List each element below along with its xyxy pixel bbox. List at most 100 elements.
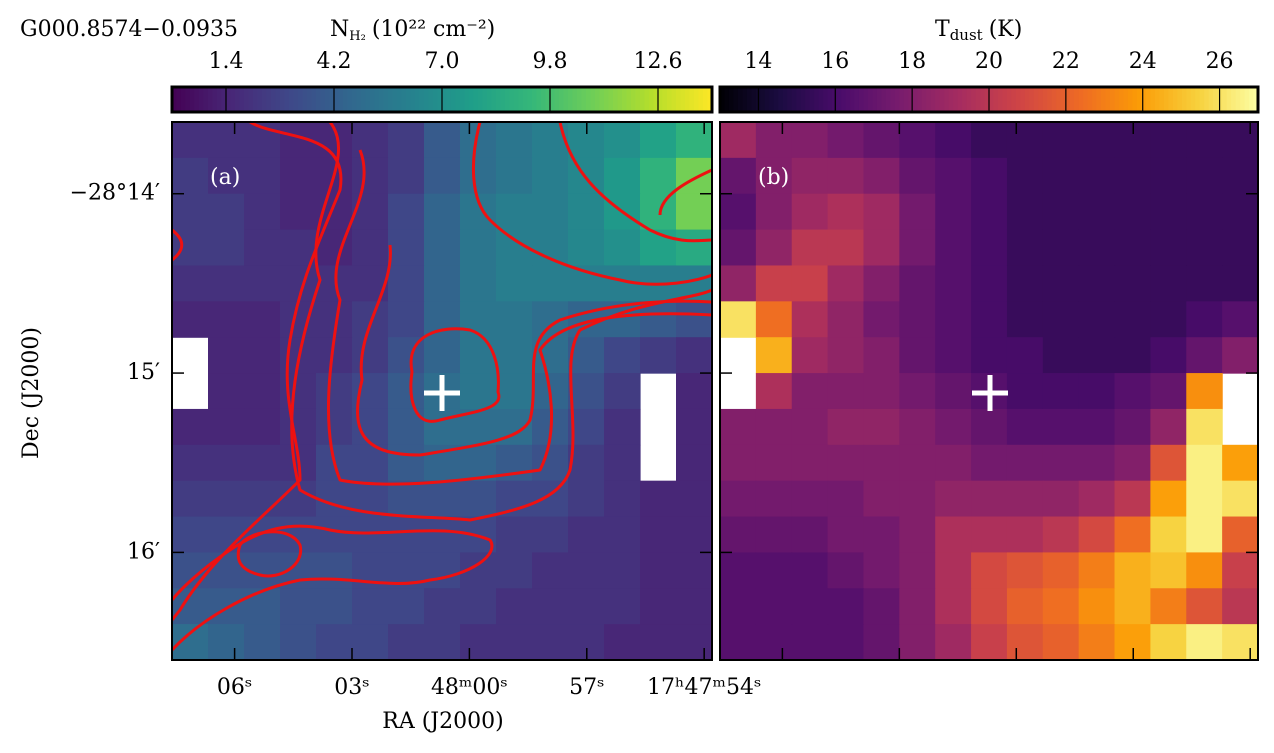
heatmap-cell [424, 552, 461, 589]
colorbar-segment [676, 87, 682, 112]
colorbar-segment [1249, 87, 1255, 112]
heatmap-cell [532, 480, 569, 518]
heatmap-cell [496, 301, 533, 338]
colorbar-tick-label: 20 [975, 49, 1003, 74]
colorbar-segment [1231, 87, 1237, 112]
heatmap-cell [496, 157, 533, 195]
heatmap-cell [791, 408, 829, 446]
heatmap-cell [1078, 588, 1116, 625]
heatmap-cell [460, 265, 497, 302]
colorbar-segment [221, 87, 227, 112]
colorbar-segment [1042, 87, 1048, 112]
colorbar-segment [1235, 87, 1241, 112]
colorbar-tick-label: 18 [898, 49, 926, 74]
colorbar-segment [1065, 87, 1071, 112]
label-sub: H₂ [349, 29, 366, 44]
y-tick-label: 15′ [127, 360, 160, 385]
colorbar-segment [1163, 87, 1169, 112]
heatmap-cell [208, 373, 245, 410]
heatmap-cell [720, 122, 757, 159]
heatmap-cell [568, 229, 605, 267]
heatmap-cell [388, 229, 425, 267]
colorbar-segment [230, 87, 236, 112]
heatmap-cell [1006, 265, 1044, 302]
heatmap-cell [1114, 444, 1151, 482]
heatmap-cell [1078, 122, 1116, 159]
colorbar-segment [751, 87, 757, 112]
heatmap-cell [604, 408, 641, 446]
colorbar-segment [791, 87, 797, 112]
heatmap-cell [791, 624, 829, 661]
heatmap-cell [899, 373, 936, 410]
heatmap-cell [352, 516, 389, 553]
colorbar-segment [890, 87, 896, 112]
heatmap-cell [352, 588, 389, 625]
heatmap-cell [755, 624, 793, 661]
heatmap-cell [316, 373, 353, 410]
heatmap-cell [1042, 408, 1080, 446]
heatmap-cell [1186, 229, 1223, 267]
colorbar-segment [935, 87, 941, 112]
colorbar-segment [764, 87, 770, 112]
heatmap-cell [971, 229, 1008, 267]
heatmap-cell [1042, 624, 1080, 661]
heatmap-cell [1222, 265, 1259, 302]
colorbar-segment [181, 87, 187, 112]
colorbar-segment [850, 87, 856, 112]
heatmap-cell [244, 480, 281, 518]
colorbar-segment [365, 87, 371, 112]
heatmap-cell [676, 229, 713, 267]
heatmap-cell [208, 301, 245, 338]
colorbar-segment [962, 87, 968, 112]
colorbar-segment [876, 87, 882, 112]
heatmap-cell [1078, 157, 1116, 195]
colorbar-label: Tdust (K) [935, 17, 1022, 44]
heatmap-cell [244, 408, 281, 446]
heatmap-cell [1042, 157, 1080, 195]
heatmap-cell [1186, 301, 1223, 338]
colorbar-segment [989, 87, 995, 112]
heatmap-cell [1186, 265, 1223, 302]
heatmap-cell [899, 265, 936, 302]
colorbar-segment [577, 87, 583, 112]
heatmap-cell [899, 408, 936, 446]
colorbar-segment [1240, 87, 1246, 112]
heatmap-cell [971, 588, 1008, 625]
colorbar-segment [703, 87, 709, 112]
heatmap-cell [971, 157, 1008, 195]
colorbar-segment [415, 87, 421, 112]
colorbar-segment [262, 87, 268, 112]
colorbar-segment [800, 87, 806, 112]
heatmap-cell [755, 229, 793, 267]
heatmap-cell [1186, 157, 1223, 195]
colorbar-segment [496, 87, 502, 112]
heatmap-cell [1150, 480, 1187, 518]
heatmap-cell [827, 193, 865, 231]
colorbar-segment [698, 87, 704, 112]
colorbar-segment [805, 87, 811, 112]
heatmap-cell [532, 516, 569, 553]
heatmap-cell [460, 480, 497, 518]
panel-label: (a) [210, 165, 240, 190]
colorbar-segment [275, 87, 281, 112]
colorbar-segment [235, 87, 241, 112]
heatmap-cell [1078, 265, 1116, 302]
colorbar-segment [473, 87, 479, 112]
colorbar-segment [823, 87, 829, 112]
colorbar-segment [827, 87, 833, 112]
heatmap-cell [244, 337, 281, 374]
heatmap-cell [244, 265, 281, 302]
heatmap-cell [640, 480, 677, 518]
heatmap-cell [424, 516, 461, 553]
heatmap-cell [1186, 516, 1223, 553]
heatmap-cell [971, 301, 1008, 338]
heatmap-cell [388, 157, 425, 195]
colorbar-tick-label: 9.8 [533, 49, 568, 74]
heatmap-cell [1150, 301, 1187, 338]
colorbar-tick-label: 1.4 [209, 49, 244, 74]
colorbar-segment [608, 87, 614, 112]
heatmap-cell [827, 373, 865, 410]
heatmap-cell [755, 516, 793, 553]
colorbar-tick-label: 22 [1052, 49, 1080, 74]
heatmap-cell [1006, 408, 1044, 446]
